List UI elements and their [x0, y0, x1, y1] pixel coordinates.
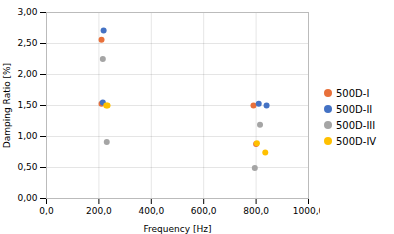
svg-text:Frequency [Hz]: Frequency [Hz]	[144, 224, 212, 234]
html-text:500D-III: 500D-III	[336, 119, 376, 131]
svg-text:0,00: 0,00	[17, 193, 37, 203]
html-text:500D-I: 500D-I	[336, 87, 370, 99]
svg-text:Damping Ratio [%]: Damping Ratio [%]	[2, 63, 12, 148]
svg-text:1,00: 1,00	[17, 131, 37, 141]
html-text:500D-IV: 500D-IV	[336, 135, 377, 147]
html-text:500D-II: 500D-II	[336, 103, 373, 115]
svg-text:200,0: 200,0	[86, 206, 112, 216]
svg-text:2,00: 2,00	[17, 69, 37, 79]
svg-text:1,50: 1,50	[17, 100, 37, 110]
svg-text:400,0: 400,0	[138, 206, 164, 216]
svg-text:2,50: 2,50	[17, 38, 37, 48]
svg-text:800,0: 800,0	[243, 206, 269, 216]
svg-text:600,0: 600,0	[191, 206, 217, 216]
svg-text:0,0: 0,0	[39, 206, 54, 216]
svg-text:0,50: 0,50	[17, 162, 37, 172]
svg-text:1000,0: 1000,0	[293, 206, 320, 216]
svg-text:3,00: 3,00	[17, 7, 37, 17]
